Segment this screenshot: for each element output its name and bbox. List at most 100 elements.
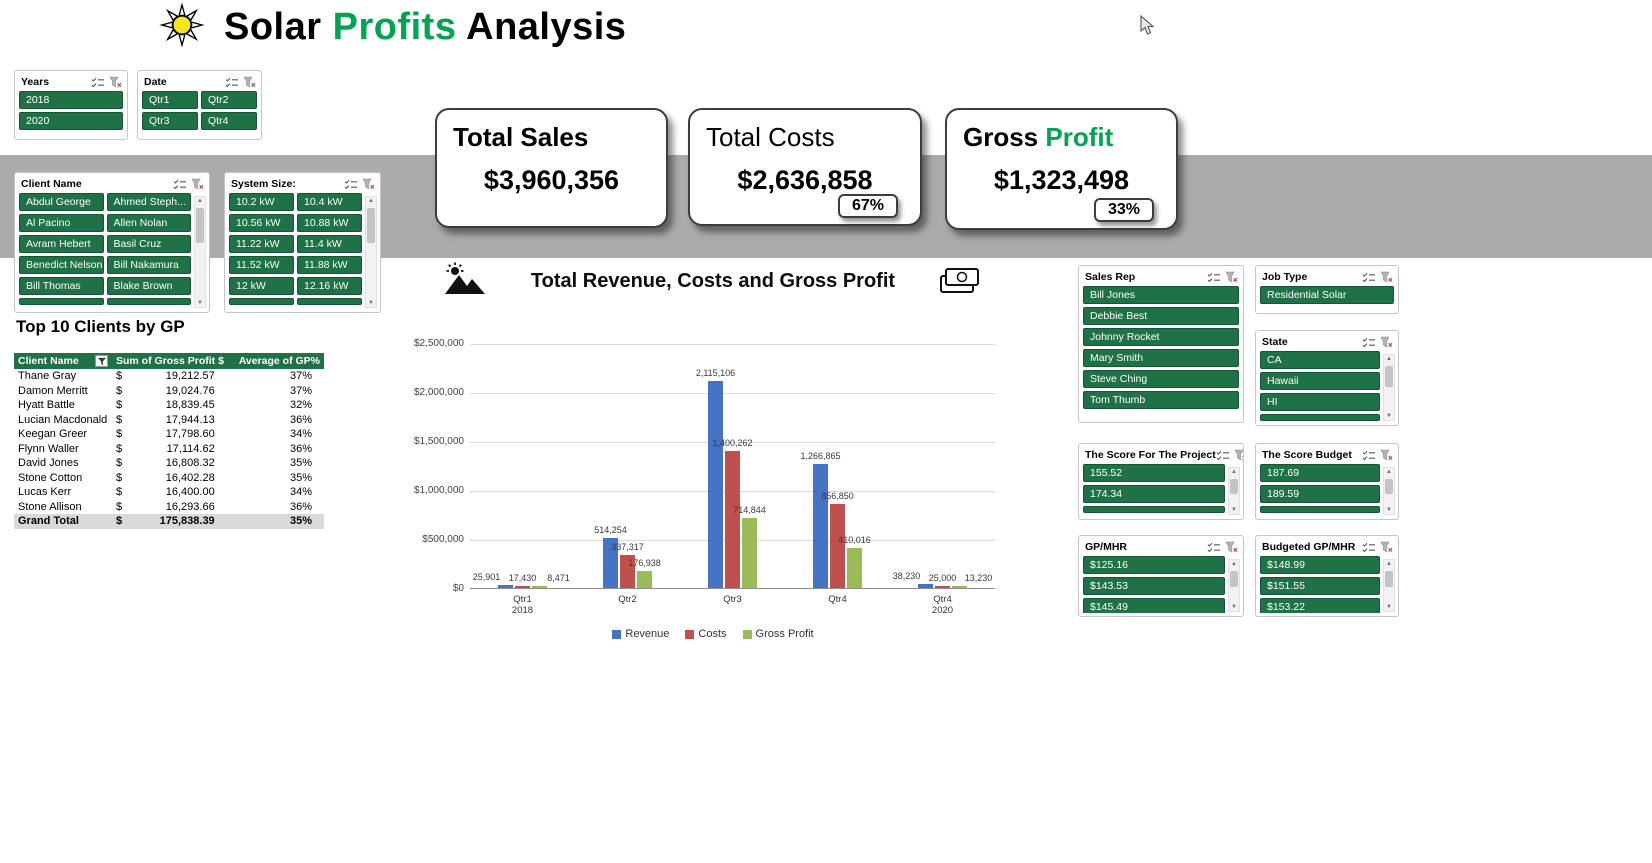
clear-filter-icon[interactable]	[191, 178, 204, 190]
slicer-item[interactable]: Qtr3	[142, 112, 198, 130]
slicer-item[interactable]: 189.59	[1260, 485, 1380, 503]
multiselect-icon[interactable]	[1216, 450, 1230, 461]
slicer-item[interactable]: 11.4 kW	[297, 235, 362, 253]
slicer-item[interactable]: Benedict Nelson	[19, 256, 104, 274]
slicer-item[interactable]: 2020	[19, 112, 123, 130]
scrollbar[interactable]: ▲ ▼	[365, 196, 377, 308]
slicer-item[interactable]: Qtr4	[201, 112, 257, 130]
slicer-item[interactable]: $151.55	[1260, 577, 1380, 595]
slicer-item-partial[interactable]	[297, 298, 362, 305]
scroll-up-icon[interactable]: ▲	[1231, 469, 1237, 475]
multiselect-icon[interactable]	[1362, 542, 1376, 553]
scrollbar[interactable]: ▲ ▼	[1383, 354, 1395, 421]
scroll-down-icon[interactable]: ▼	[1231, 507, 1237, 513]
filter-icon[interactable]	[95, 355, 108, 367]
slicer-item-partial[interactable]	[106, 298, 191, 305]
slicer-item[interactable]: Qtr2	[201, 91, 257, 109]
clear-filter-icon[interactable]	[1225, 541, 1238, 553]
scroll-up-icon[interactable]: ▲	[1386, 469, 1392, 475]
slicer-item[interactable]: $145.49	[1083, 598, 1225, 613]
slicer-item[interactable]: Johnny Rocket	[1083, 328, 1239, 346]
slicer-item[interactable]: Allen Nolan	[106, 214, 191, 232]
scrollbar[interactable]: ▲ ▼	[194, 196, 206, 308]
scroll-down-icon[interactable]: ▼	[1231, 604, 1237, 610]
scroll-up-icon[interactable]: ▲	[197, 198, 203, 204]
scroll-down-icon[interactable]: ▼	[1386, 604, 1392, 610]
slicer-item[interactable]: 11.88 kW	[297, 256, 362, 274]
slicer-item-partial[interactable]	[1260, 506, 1380, 513]
slicer-item-partial[interactable]	[229, 298, 294, 305]
slicer-item[interactable]: $143.53	[1083, 577, 1225, 595]
scroll-down-icon[interactable]: ▼	[1386, 413, 1392, 419]
scroll-thumb[interactable]	[1385, 366, 1393, 387]
slicer-item[interactable]: 11.52 kW	[229, 256, 294, 274]
slicer-item[interactable]: Al Pacino	[19, 214, 104, 232]
slicer-item[interactable]: 174.34	[1083, 485, 1225, 503]
slicer-item[interactable]: Avram Hebert	[19, 235, 104, 253]
slicer-item[interactable]: Blake Brown	[106, 277, 191, 295]
slicer-item[interactable]: 2018	[19, 91, 123, 109]
slicer-item[interactable]: Hawaii	[1260, 372, 1380, 390]
slicer-item[interactable]: Basil Cruz	[106, 235, 191, 253]
slicer-item[interactable]: 10.2 kW	[229, 193, 294, 211]
scroll-thumb[interactable]	[1230, 479, 1238, 494]
scroll-up-icon[interactable]: ▲	[1231, 561, 1237, 567]
slicer-item[interactable]: $153.22	[1260, 598, 1380, 613]
scrollbar[interactable]: ▲ ▼	[1228, 467, 1240, 515]
slicer-item[interactable]: 187.69	[1260, 464, 1380, 482]
scroll-down-icon[interactable]: ▼	[197, 300, 203, 306]
slicer-item[interactable]: 11.22 kW	[229, 235, 294, 253]
scroll-up-icon[interactable]: ▲	[1386, 356, 1392, 362]
slicer-item[interactable]: Qtr1	[142, 91, 198, 109]
scrollbar[interactable]: ▲ ▼	[1383, 559, 1395, 612]
scroll-thumb[interactable]	[196, 208, 204, 244]
slicer-item[interactable]: $125.16	[1083, 556, 1225, 574]
scrollbar[interactable]: ▲ ▼	[1228, 559, 1240, 612]
slicer-item[interactable]: $148.99	[1260, 556, 1380, 574]
slicer-item-partial[interactable]	[1260, 414, 1380, 421]
slicer-item[interactable]: Tom Thumb	[1083, 391, 1239, 409]
slicer-item[interactable]: Residential Solar	[1260, 286, 1394, 304]
slicer-item[interactable]: 12 kW	[229, 277, 294, 295]
clear-filter-icon[interactable]	[1380, 449, 1393, 461]
scroll-thumb[interactable]	[367, 208, 375, 244]
slicer-item-partial[interactable]	[19, 298, 104, 305]
scrollbar[interactable]: ▲ ▼	[1383, 467, 1395, 515]
slicer-item[interactable]: Abdul George	[19, 193, 104, 211]
scroll-thumb[interactable]	[1230, 571, 1238, 588]
slicer-item[interactable]: Ahmed Steph...	[106, 193, 191, 211]
slicer-item[interactable]: Mary Smith	[1083, 349, 1239, 367]
slicer-item[interactable]: Bill Thomas	[19, 277, 104, 295]
scroll-down-icon[interactable]: ▼	[368, 300, 374, 306]
clear-filter-icon[interactable]	[1380, 271, 1393, 283]
slicer-item[interactable]: Debbie Best	[1083, 307, 1239, 325]
multiselect-icon[interactable]	[91, 77, 105, 88]
clear-filter-icon[interactable]	[1380, 336, 1393, 348]
multiselect-icon[interactable]	[1362, 337, 1376, 348]
scroll-down-icon[interactable]: ▼	[1386, 507, 1392, 513]
multiselect-icon[interactable]	[1362, 272, 1376, 283]
clear-filter-icon[interactable]	[109, 76, 122, 88]
slicer-item[interactable]: Bill Nakamura	[106, 256, 191, 274]
scroll-thumb[interactable]	[1385, 479, 1393, 494]
multiselect-icon[interactable]	[1207, 272, 1221, 283]
multiselect-icon[interactable]	[1207, 542, 1221, 553]
clear-filter-icon[interactable]	[1380, 541, 1393, 553]
slicer-item[interactable]: 10.88 kW	[297, 214, 362, 232]
multiselect-icon[interactable]	[1362, 450, 1376, 461]
clear-filter-icon[interactable]	[362, 178, 375, 190]
slicer-item[interactable]: Bill Jones	[1083, 286, 1239, 304]
clear-filter-icon[interactable]	[243, 76, 256, 88]
slicer-item[interactable]: Steve Ching	[1083, 370, 1239, 388]
slicer-item[interactable]: 10.4 kW	[297, 193, 362, 211]
multiselect-icon[interactable]	[344, 179, 358, 190]
slicer-item[interactable]: 12.16 kW	[297, 277, 362, 295]
scroll-up-icon[interactable]: ▲	[368, 198, 374, 204]
scroll-thumb[interactable]	[1385, 571, 1393, 588]
scroll-up-icon[interactable]: ▲	[1386, 561, 1392, 567]
multiselect-icon[interactable]	[225, 77, 239, 88]
multiselect-icon[interactable]	[173, 179, 187, 190]
clear-filter-icon[interactable]	[1234, 449, 1243, 461]
slicer-item[interactable]: CA	[1260, 351, 1380, 369]
slicer-item[interactable]: 10.56 kW	[229, 214, 294, 232]
